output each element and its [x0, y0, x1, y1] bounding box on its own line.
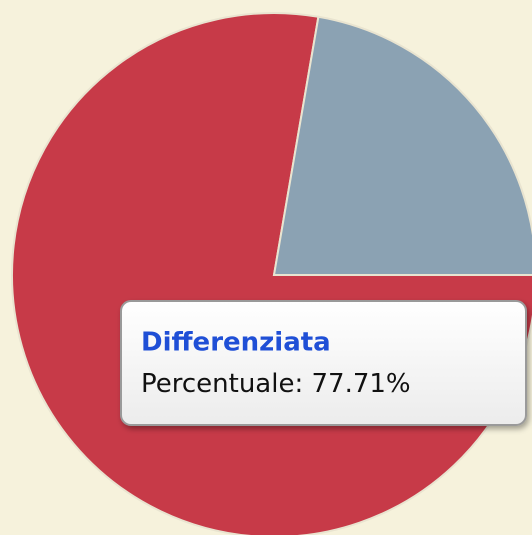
tooltip: Differenziata Percentuale: 77.71%	[120, 300, 527, 426]
tooltip-label: Percentuale:	[141, 369, 303, 399]
tooltip-value-line: Percentuale: 77.71%	[141, 369, 411, 399]
pie-slice	[272, 15, 532, 276]
pie	[11, 12, 532, 535]
tooltip-value: 77.71%	[312, 369, 411, 399]
tooltip-box	[120, 300, 527, 426]
tooltip-category: Differenziata	[141, 328, 331, 358]
